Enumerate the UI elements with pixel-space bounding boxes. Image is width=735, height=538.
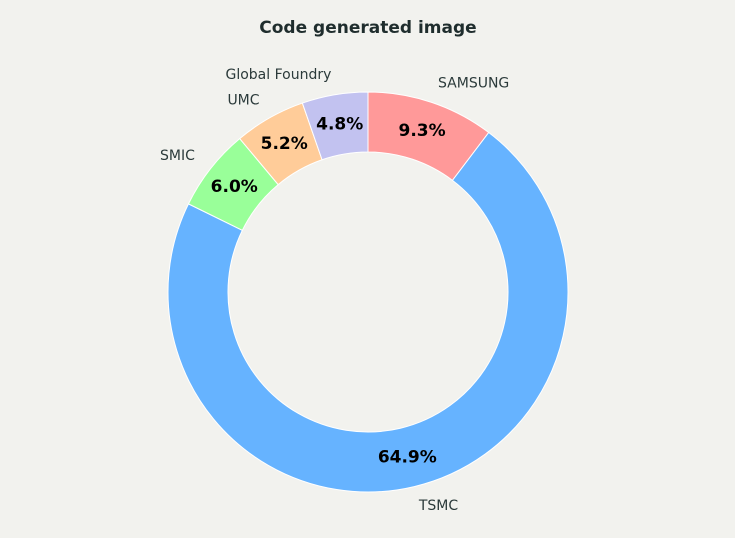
category-label: UMC <box>227 93 259 109</box>
category-label: SAMSUNG <box>438 75 509 91</box>
category-label: TSMC <box>418 498 459 514</box>
donut-slice <box>301 91 369 161</box>
category-label: SMIC <box>160 148 195 164</box>
chart-title: Code generated image <box>259 18 476 38</box>
category-label: Global Foundry <box>225 67 331 83</box>
value-label: 9.3% <box>399 121 446 141</box>
value-label: 6.0% <box>211 177 258 197</box>
donut-slice <box>167 131 569 493</box>
value-label: 4.8% <box>316 114 363 134</box>
value-label: 64.9% <box>378 447 437 467</box>
value-label: 5.2% <box>261 134 308 154</box>
